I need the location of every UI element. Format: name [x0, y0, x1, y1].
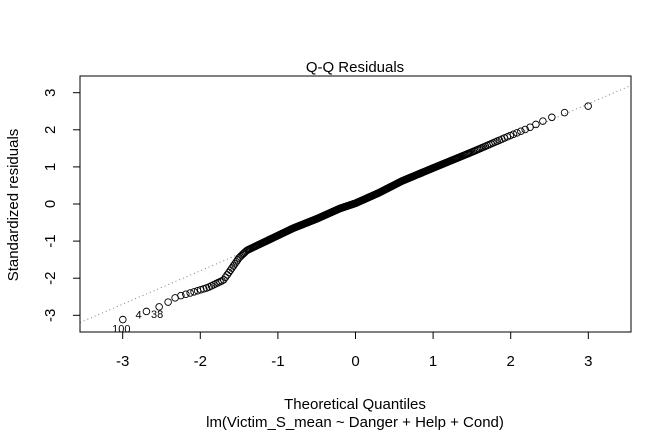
x-tick-label: -3: [116, 353, 129, 370]
chart-title: Q-Q Residuals: [306, 59, 404, 76]
residual-point: [225, 268, 233, 277]
outlier-label: 4: [135, 310, 141, 322]
residual-point: [532, 120, 540, 129]
residual-point: [509, 130, 518, 139]
residual-point: [190, 288, 198, 296]
outlier-label: 100: [112, 323, 130, 335]
x-tick-label: 2: [507, 353, 515, 370]
residual-point: [142, 307, 151, 316]
y-tick-label: 2: [42, 126, 59, 134]
x-axis-label: Theoretical Quantiles: [284, 396, 426, 413]
outlier-labels: 100 4 38: [112, 309, 163, 335]
y-tick-label: 0: [42, 200, 59, 208]
data-points: [119, 102, 592, 324]
residual-point: [220, 276, 228, 284]
residual-point: [584, 102, 592, 110]
y-tick-label: 3: [42, 89, 59, 97]
residual-point: [513, 129, 521, 137]
x-tick-label: -2: [194, 353, 207, 370]
residual-point: [232, 258, 241, 266]
residual-point: [177, 291, 185, 300]
residual-point: [186, 289, 194, 297]
y-tick-label: -3: [42, 309, 59, 322]
y-tick-label: -2: [42, 272, 59, 285]
model-formula: lm(Victim_S_mean ~ Danger + Help + Cond): [206, 414, 504, 431]
residual-point: [506, 131, 514, 140]
y-tick-label: -1: [42, 234, 59, 247]
residual-point: [517, 127, 525, 135]
y-tick-label: 1: [42, 163, 59, 171]
y-axis-label: Standardized residuals: [5, 129, 22, 282]
residual-point: [182, 290, 190, 298]
residual-point: [231, 260, 239, 268]
x-tick-label: 3: [584, 353, 592, 370]
residual-point: [521, 125, 529, 134]
outlier-label: 38: [151, 309, 163, 321]
x-axis: -3 -2 -1 0 1 2 3: [116, 331, 592, 370]
x-tick-label: 1: [429, 353, 437, 370]
residual-point: [164, 298, 172, 306]
x-tick-label: -1: [271, 353, 284, 370]
x-tick-label: 0: [351, 353, 359, 370]
residual-point: [119, 315, 127, 324]
residual-point: [539, 117, 547, 125]
residual-point: [548, 113, 556, 122]
residual-point: [560, 108, 569, 117]
residual-point: [155, 303, 163, 311]
y-axis: -3 -2 -1 0 1 2 3: [42, 89, 81, 322]
